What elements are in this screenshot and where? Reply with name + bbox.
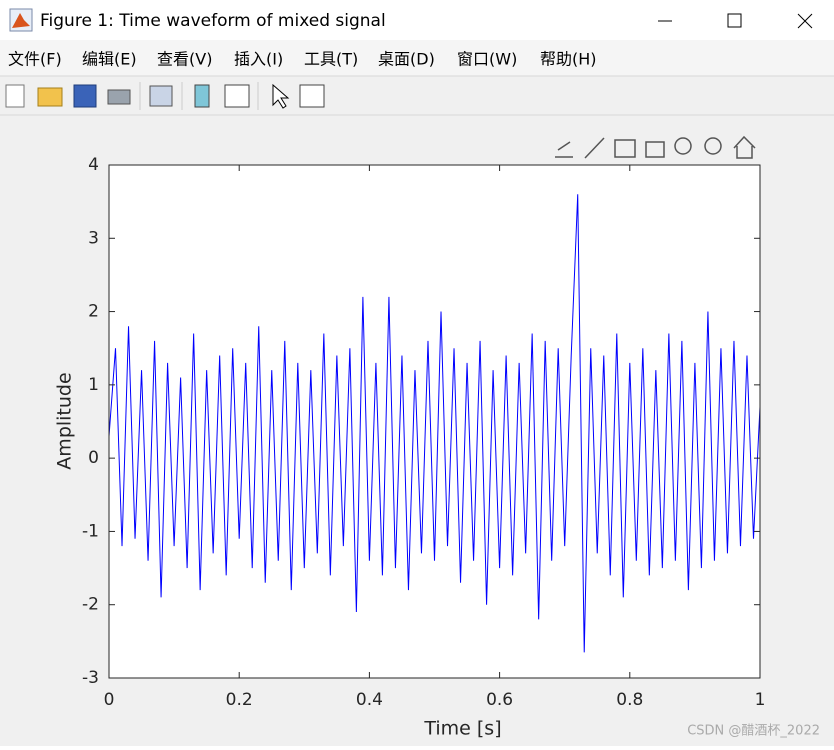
x-tick-label: 0.8 xyxy=(616,690,643,710)
axes-toolbar xyxy=(555,135,756,159)
maximize-button[interactable] xyxy=(727,13,742,28)
y-tick-label: -1 xyxy=(82,521,99,541)
link-icon[interactable] xyxy=(149,85,173,107)
menu-item[interactable]: 文件(F) xyxy=(8,50,62,69)
datatip-icon[interactable] xyxy=(614,139,636,158)
print-icon[interactable] xyxy=(107,89,131,105)
save-icon[interactable] xyxy=(73,84,97,108)
menu-item[interactable]: 窗口(W) xyxy=(457,50,517,69)
title-bar xyxy=(0,0,834,40)
legend-icon[interactable] xyxy=(224,84,250,108)
plot xyxy=(108,194,761,653)
colorbar-icon[interactable] xyxy=(194,84,210,108)
new-icon[interactable] xyxy=(5,84,25,108)
y-tick-label: 0 xyxy=(88,448,99,468)
menu-item[interactable]: 桌面(D) xyxy=(378,50,435,69)
x-tick-label: 0 xyxy=(104,690,115,710)
y-tick-label: 1 xyxy=(88,375,99,395)
window-title: Figure 1: Time waveform of mixed signal xyxy=(40,11,386,31)
axes-box xyxy=(108,164,761,679)
y-tick-label: 2 xyxy=(88,302,99,322)
export-icon[interactable] xyxy=(555,141,573,158)
y-axis-label: Amplitude xyxy=(54,372,76,469)
zoom-in-icon[interactable] xyxy=(674,137,692,155)
y-tick-label: 4 xyxy=(88,155,99,175)
x-tick-label: 0.6 xyxy=(486,690,513,710)
y-tick-label: -2 xyxy=(82,595,99,615)
menu-item[interactable]: 编辑(E) xyxy=(82,50,137,69)
menu: 文件(F) 编辑(E) 查看(V) 插入(I) 工具(T) 桌面(D) 窗口(W) 帮助(H) xyxy=(8,50,597,69)
signal-line xyxy=(108,194,761,653)
x-tick-label: 0.2 xyxy=(226,690,253,710)
toolbar xyxy=(5,82,325,110)
menu-item[interactable]: 查看(V) xyxy=(157,50,212,69)
close-button[interactable] xyxy=(797,13,813,29)
x-tick-label: 0.4 xyxy=(356,690,383,710)
axes-bg xyxy=(109,165,760,678)
menu-item[interactable]: 插入(I) xyxy=(234,50,283,69)
zoom-out-icon[interactable] xyxy=(704,137,722,155)
home-icon[interactable] xyxy=(733,135,756,159)
watermark: CSDN @醋酒杯_2022 xyxy=(687,723,820,739)
pan-icon[interactable] xyxy=(645,141,665,158)
menu-bar xyxy=(0,40,834,76)
menu-item[interactable]: 帮助(H) xyxy=(540,50,597,69)
app-icon xyxy=(9,8,33,32)
menu-item[interactable]: 工具(T) xyxy=(304,50,358,69)
brush-icon[interactable] xyxy=(584,137,605,159)
x-tick-label: 1 xyxy=(755,690,766,710)
property-icon[interactable] xyxy=(299,84,325,108)
x-axis-label: Time [s] xyxy=(423,718,501,740)
open-icon[interactable] xyxy=(37,87,63,107)
y-tick-label: -3 xyxy=(82,668,99,688)
y-tick-label: 3 xyxy=(88,228,99,248)
select-icon[interactable] xyxy=(272,83,290,109)
